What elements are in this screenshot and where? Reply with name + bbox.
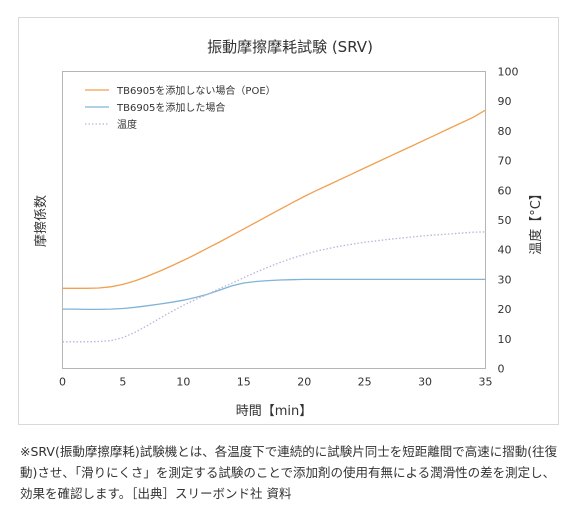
series-lines (62, 109, 486, 343)
y-right-tick-label: 70 (498, 155, 512, 168)
series-line-2 (62, 278, 486, 311)
x-tick-label: 25 (358, 376, 372, 389)
y-right-tick-label: 0 (498, 363, 505, 376)
y-right-tick-label: 80 (498, 125, 512, 138)
footnote: ※SRV(振動摩擦摩耗)試験機とは、各温度下で連続的に試験片同士を短距離間で高速… (20, 444, 558, 501)
y-right-tick-label: 40 (498, 244, 512, 257)
y-right-tick-labels: 0 10 20 30 40 50 60 70 80 90 100 (498, 66, 519, 376)
x-tick-label: 10 (176, 376, 190, 389)
x-tick-label: 20 (297, 376, 311, 389)
chart-title: 振動摩擦摩耗試験 (SRV) (207, 38, 373, 56)
y-right-axis-label: 温度【°C】 (528, 187, 544, 255)
legend-label: TB6905を添加した場合 (116, 101, 225, 114)
x-tick-labels: 0 5 10 15 20 25 30 35 (59, 376, 493, 389)
chart: 振動摩擦摩耗試験 (SRV) TB6905を添加しない場合（POE）TB6905… (33, 38, 544, 419)
y-right-tick-label: 30 (498, 273, 512, 286)
x-tick-label: 5 (119, 376, 126, 389)
y-right-tick-label: 90 (498, 95, 512, 108)
y-right-tick-label: 60 (498, 184, 512, 197)
x-tick-label: 15 (237, 376, 251, 389)
y-right-tick-label: 20 (498, 303, 512, 316)
legend-label: TB6905を添加しない場合（POE） (116, 84, 276, 97)
x-tick-label: 35 (479, 376, 493, 389)
series-line-3 (62, 231, 486, 343)
x-tick-label: 0 (59, 376, 66, 389)
chart-frame: 振動摩擦摩耗試験 (SRV) TB6905を添加しない場合（POE） TB6905… (18, 17, 559, 425)
legend-label: 温度 (117, 118, 137, 131)
series-line-1 (62, 109, 486, 289)
x-tick-label: 30 (418, 376, 432, 389)
plot-area (62, 71, 486, 369)
x-axis-label: 時間【min】 (236, 404, 313, 419)
y-left-axis-label: 摩擦係数 (33, 195, 49, 247)
y-right-tick-label: 10 (498, 333, 512, 346)
y-right-tick-label: 100 (498, 66, 519, 79)
y-right-tick-label: 50 (498, 214, 512, 227)
